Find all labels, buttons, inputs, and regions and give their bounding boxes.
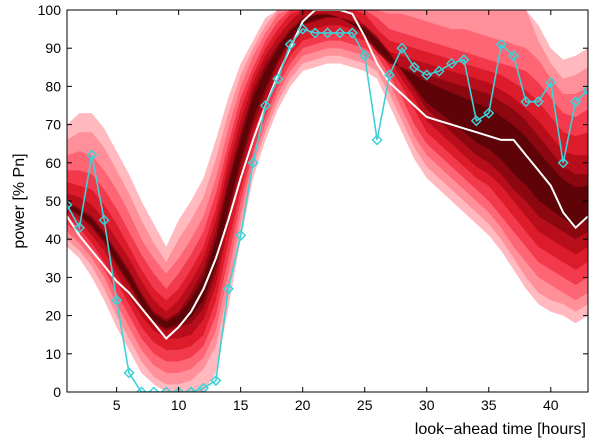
measured-point <box>545 77 557 89</box>
measured-point <box>445 57 458 70</box>
measured-point <box>359 50 371 62</box>
measured-point <box>123 367 135 379</box>
x-axis-label: look−ahead time [hours] <box>415 421 586 438</box>
x-tick-label: 25 <box>357 397 373 413</box>
measured-point <box>408 61 420 73</box>
y-tick-label: 60 <box>45 155 61 171</box>
x-tick-label: 5 <box>113 397 121 413</box>
x-tick-label: 20 <box>295 397 311 413</box>
measured-point <box>259 99 272 112</box>
measured-point <box>247 157 259 169</box>
y-tick-label: 80 <box>45 78 61 94</box>
measured-point <box>235 229 247 241</box>
x-tick-label: 40 <box>543 397 559 413</box>
measured-point <box>272 73 284 85</box>
measured-point <box>483 107 495 119</box>
measured-point <box>98 214 110 226</box>
measured-point <box>371 134 383 146</box>
y-tick-label: 100 <box>38 2 62 18</box>
y-tick-label: 10 <box>45 346 61 362</box>
measured-point <box>433 65 445 77</box>
fan-bands <box>67 10 588 392</box>
measured-point <box>582 84 588 96</box>
x-tick-label: 15 <box>233 397 249 413</box>
measured-point <box>73 222 85 234</box>
y-axis-label: power [% Pn] <box>11 153 28 248</box>
y-tick-label: 20 <box>45 308 61 324</box>
measured-point <box>458 54 470 66</box>
measured-point <box>520 96 532 108</box>
measured-point <box>396 42 408 54</box>
measured-point <box>197 382 210 392</box>
measured-point <box>135 386 147 392</box>
measured-point <box>210 374 222 387</box>
y-tick-label: 0 <box>53 384 61 400</box>
measured-point <box>297 23 309 35</box>
measured-point <box>495 38 507 50</box>
measured-point <box>148 386 160 392</box>
x-tick-label: 35 <box>481 397 497 413</box>
measured-point <box>173 386 185 392</box>
measured-point <box>321 27 334 39</box>
measured-point <box>111 294 123 306</box>
y-tick-label: 40 <box>45 231 61 247</box>
measured-point <box>570 96 582 108</box>
measured-point <box>470 115 482 127</box>
measured-point <box>309 27 321 39</box>
measured-point <box>334 27 346 39</box>
measured-point <box>383 69 396 81</box>
y-tick-label: 90 <box>45 40 61 56</box>
measured-point <box>346 27 358 39</box>
measured-point <box>284 38 296 50</box>
measured-point <box>557 157 569 169</box>
axis-ticks: 5 10 15 20 25 30 35 40 0 10 20 30 40 50 60 70 80 90 100 <box>38 2 588 413</box>
y-tick-label: 70 <box>45 117 61 133</box>
measured-point <box>508 50 520 62</box>
measured-point <box>86 149 98 161</box>
y-tick-label: 30 <box>45 269 61 285</box>
series-markers <box>67 23 588 392</box>
forecast-line <box>67 10 588 340</box>
x-tick-label: 30 <box>419 397 435 413</box>
measured-point <box>222 283 234 295</box>
measured-point <box>421 69 433 81</box>
measured-line <box>67 28 588 392</box>
fan-band-7 <box>67 13 588 331</box>
x-tick-label: 10 <box>171 397 187 413</box>
plot-area <box>67 10 588 392</box>
measured-point <box>67 199 73 211</box>
measured-point <box>160 386 172 392</box>
y-tick-label: 50 <box>45 193 61 209</box>
measured-point <box>532 96 544 108</box>
measured-point <box>185 386 197 392</box>
series-lines <box>67 10 588 392</box>
